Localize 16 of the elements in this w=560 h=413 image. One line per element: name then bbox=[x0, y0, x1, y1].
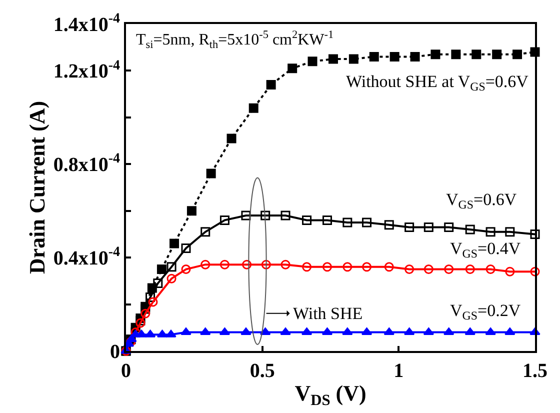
annotation: V$_{GS}$=0.4V bbox=[450, 239, 522, 261]
annotation: V$_{GS}$=0.2V bbox=[450, 301, 522, 323]
x-tick-label: 0.5 bbox=[250, 360, 275, 382]
x-axis-title: V$_{DS}$ (V) bbox=[294, 380, 366, 410]
text: T$_{si}$=5nm, R$_{th}$=5x10$^{-5}$ cm$^{2}$KW$^{-1}$ bbox=[136, 29, 334, 52]
x-tick-label: 1 bbox=[394, 360, 404, 382]
y-axis-title: Drain Current (A) bbox=[24, 100, 50, 274]
y-tick-label: 0.4x10$^{-4}$ bbox=[53, 245, 120, 270]
annotation: V$_{GS}$=0.6V bbox=[446, 190, 518, 212]
y-tick-label: 1.4x10$^{-4}$ bbox=[53, 12, 120, 36]
y-tick-label: 0 bbox=[110, 341, 120, 363]
annotation: With SHE bbox=[293, 304, 363, 323]
x-tick-label: 1.5 bbox=[522, 360, 548, 382]
y-tick-label: 1.2x10$^{-4}$ bbox=[53, 58, 120, 83]
annotation: Without SHE at V$_{GS}$=0.6V bbox=[346, 72, 530, 94]
y-tick-label: 0.8x10$^{-4}$ bbox=[53, 152, 120, 176]
